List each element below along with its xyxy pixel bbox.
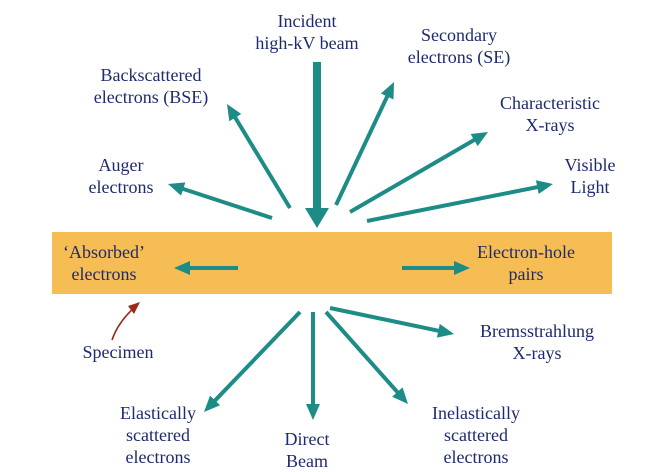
visible-light-arrow-shaft (366, 184, 539, 223)
label-backscattered-electrons: Backscattered electrons (BSE) (93, 65, 209, 107)
characteristic-xrays-arrow-shaft (348, 137, 477, 214)
label-inelastically-scattered: Inelastically scattered electrons (432, 403, 520, 467)
visible-light-arrow-head (535, 180, 553, 194)
label-electron-hole-pairs: Electron-hole pairs (477, 242, 575, 284)
label-characteristic-xrays: Characteristic X-rays (500, 93, 600, 135)
secondary-electrons-arrow-head (380, 82, 394, 100)
specimen-pointer-arrowhead (128, 302, 140, 314)
inelastically-scattered-arrow-head (392, 387, 408, 404)
label-secondary-electrons: Secondary electrons (SE) (407, 25, 511, 67)
characteristic-xrays-arrow-head (470, 132, 488, 147)
inelastically-scattered-arrow-shaft (324, 310, 400, 395)
backscattered-electrons-arrow-shaft (233, 115, 292, 210)
secondary-electrons-arrow-shaft (334, 94, 390, 206)
label-direct-beam: Direct Beam (284, 429, 330, 471)
label-bremsstrahlung-xrays: Bremsstrahlung X-rays (480, 321, 594, 363)
label-absorbed-electrons: ‘Absorbed’ electrons (63, 242, 145, 284)
auger-electrons-arrow-shaft (181, 186, 273, 220)
label-elastically-scattered: Elastically scattered electrons (120, 403, 196, 467)
label-auger-electrons: Auger electrons (88, 155, 154, 197)
direct-beam-arrow-head (306, 404, 320, 420)
backscattered-electrons-arrow-head (227, 104, 242, 122)
label-visible-light: Visible Light (564, 155, 616, 197)
elastically-scattered-arrow-shaft (212, 310, 302, 403)
bremsstrahlung-xrays-arrow-shaft (329, 306, 440, 333)
electron-hole-pairs-arrow-head (454, 261, 470, 275)
signal-arrows (168, 62, 553, 420)
incident-beam-arrow-head (305, 208, 329, 228)
absorbed-electrons-arrow-head (174, 261, 190, 275)
specimen-band (52, 232, 612, 294)
auger-electrons-arrow-head (168, 182, 186, 196)
label-incident-beam: Incident high-kV beam (255, 11, 359, 53)
bremsstrahlung-xrays-arrow-head (436, 323, 454, 338)
label-specimen: Specimen (82, 342, 154, 362)
elastically-scattered-arrow-head (204, 395, 221, 412)
